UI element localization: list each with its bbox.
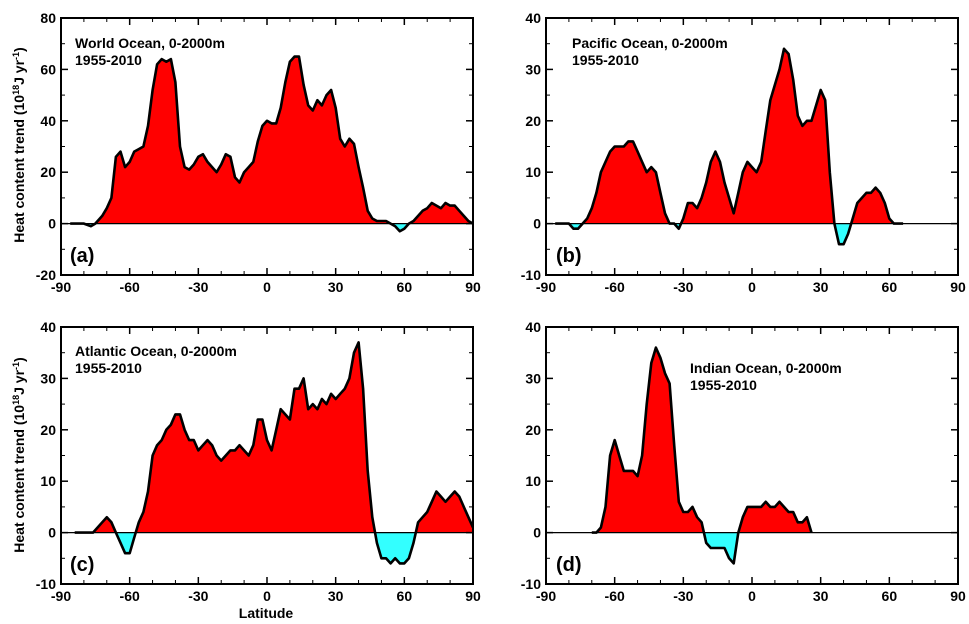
panel-subtitle-a: 1955-2010 [75,52,142,68]
series-area-group-d [546,346,958,565]
x-tick-label-c: -30 [188,588,208,604]
series-line-c [74,341,473,565]
x-tick-label-b: 90 [950,279,966,295]
series-area-positive-d [591,347,812,533]
y-axis-label-top: Heat content trend (1018J yr-1) [11,47,27,242]
y-tick-label-b: 40 [525,10,541,26]
x-tick-label-a: 60 [397,279,413,295]
series-area-group-b [546,47,958,246]
series-area-negative-c [74,532,473,564]
x-tick-label-c: -60 [120,588,140,604]
x-tick-label-a: -30 [188,279,208,295]
panel-c: -90 -60 -30 0 30 60 90 -10 0 10 20 30 40 Atlantic Oce… [36,319,481,604]
x-tick-label-a: -60 [120,279,140,295]
y-tick-label-c: -10 [36,576,56,592]
y-tick-label-c: 20 [40,422,56,438]
y-tick-label-b: -10 [521,267,541,283]
panel-label-d: (d) [556,554,582,576]
y-tick-label-a: 40 [40,113,56,129]
x-tick-label-b: -60 [605,279,625,295]
x-tick-label-c: -90 [51,588,71,604]
x-tick-label-b: 60 [882,279,898,295]
y-tick-label-d: 10 [525,473,541,489]
series-area-group-a [61,55,473,233]
panel-subtitle-d: 1955-2010 [690,377,757,393]
x-tick-label-d: -30 [673,588,693,604]
y-tick-label-b: 10 [525,164,541,180]
x-tick-label-a: 90 [465,279,481,295]
x-tick-label-d: 60 [882,588,898,604]
panel-subtitle-c: 1955-2010 [75,360,142,376]
x-tick-label-d: -60 [605,588,625,604]
y-tick-label-a: 20 [40,164,56,180]
x-tick-label-c: 30 [328,588,344,604]
x-tick-label-b: -30 [673,279,693,295]
panel-label-c: (c) [70,554,94,576]
series-line-b [555,47,904,246]
panel-a: -90 -60 -30 0 30 60 90 -20 0 20 40 60 80 World Ocean,… [36,10,481,295]
series-area-positive-a [70,56,473,224]
panel-title-c: Atlantic Ocean, 0-2000m [75,343,237,359]
x-tick-label-c: 0 [263,588,271,604]
y-tick-label-c: 0 [48,525,56,541]
panel-subtitle-b: 1955-2010 [572,52,639,68]
panel-title-b: Pacific Ocean, 0-2000m [572,35,728,51]
y-tick-label-c: 40 [40,319,56,335]
series-line-a [70,55,473,233]
y-tick-label-d: -10 [521,576,541,592]
x-tick-label-a: -90 [51,279,71,295]
y-tick-label-a: -20 [36,267,56,283]
panel-label-b: (b) [556,245,582,267]
x-tick-label-b: -90 [536,279,556,295]
y-tick-label-b: 0 [533,216,541,232]
panel-label-a: (a) [70,245,94,267]
x-tick-label-b: 30 [813,279,829,295]
y-tick-label-a: 60 [40,61,56,77]
x-tick-label-d: -90 [536,588,556,604]
panel-d: -90 -60 -30 0 30 60 90 -10 0 10 20 30 40 Indian Ocean… [521,319,966,604]
y-tick-label-a: 80 [40,10,56,26]
y-tick-label-a: 0 [48,216,56,232]
y-tick-label-d: 40 [525,319,541,335]
panels: -90 -60 -30 0 30 60 90 -20 0 20 40 60 80 World Ocean,… [36,10,966,604]
y-tick-label-b: 30 [525,61,541,77]
y-tick-label-d: 0 [533,525,541,541]
x-tick-label-a: 0 [263,279,271,295]
panel-title-a: World Ocean, 0-2000m [75,35,225,51]
x-axis-label-left: Latitude [239,605,294,621]
series-line-d [591,346,813,565]
x-tick-label-b: 0 [748,279,756,295]
y-axis-label-bottom: Heat content trend (1018J yr-1) [11,357,27,552]
series-area-positive-b [555,48,904,224]
y-tick-label-c: 10 [40,473,56,489]
panel-b: -90 -60 -30 0 30 60 90 -10 0 10 20 30 40 Pacific Ocea… [521,10,966,295]
y-tick-label-d: 20 [525,422,541,438]
series-area-group-c [61,341,473,565]
x-tick-label-c: 60 [397,588,413,604]
x-tick-label-a: 30 [328,279,344,295]
series-area-positive-c [74,342,473,533]
x-tick-label-d: 90 [950,588,966,604]
x-tick-label-d: 30 [813,588,829,604]
y-tick-label-c: 30 [40,370,56,386]
x-tick-label-d: 0 [748,588,756,604]
panel-title-d: Indian Ocean, 0-2000m [690,360,842,376]
y-tick-label-d: 30 [525,370,541,386]
x-tick-label-c: 90 [465,588,481,604]
y-tick-label-b: 20 [525,113,541,129]
